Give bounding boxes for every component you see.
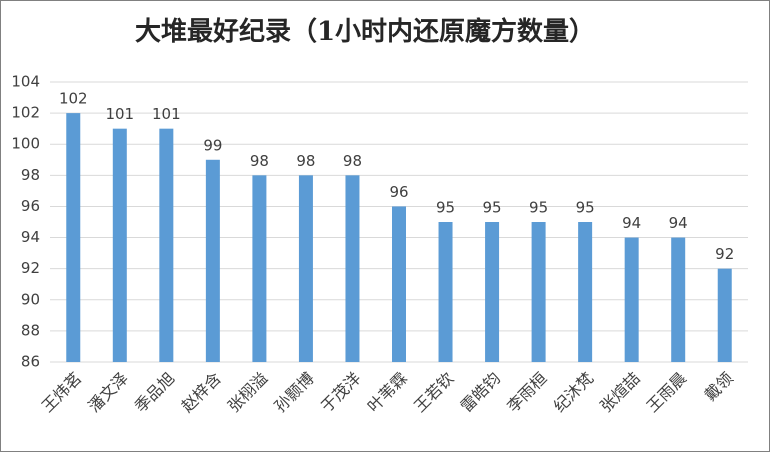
bar (66, 113, 81, 362)
bar (717, 268, 732, 362)
bar (578, 222, 593, 362)
data-label: 102 (59, 90, 88, 108)
y-tick-label: 98 (21, 166, 40, 184)
bar (298, 175, 313, 362)
bar (531, 222, 546, 362)
bar (485, 222, 500, 362)
bar (112, 128, 127, 362)
data-label: 92 (715, 245, 734, 263)
data-label: 95 (529, 199, 548, 217)
bar (252, 175, 267, 362)
bar (159, 128, 174, 362)
y-tick-label: 90 (21, 290, 40, 308)
bar (438, 222, 453, 362)
bar (624, 237, 639, 362)
data-label: 98 (250, 152, 269, 170)
y-tick-label: 96 (21, 197, 40, 215)
y-tick-label: 94 (21, 228, 40, 246)
data-label: 95 (483, 199, 502, 217)
y-tick-label: 92 (21, 259, 40, 277)
data-label: 99 (203, 136, 222, 154)
bar (392, 206, 406, 362)
data-label: 94 (622, 214, 641, 232)
data-label: 101 (105, 105, 134, 123)
data-label: 95 (576, 199, 595, 217)
y-tick-label: 104 (11, 73, 40, 91)
y-tick-label: 88 (21, 321, 40, 339)
bar (671, 237, 686, 362)
y-tick-label: 102 (11, 104, 40, 122)
data-label: 98 (296, 152, 315, 170)
bar (345, 175, 360, 362)
chart-title: 大堆最好纪录（1小时内还原魔方数量） (135, 16, 595, 47)
data-label: 98 (343, 152, 362, 170)
data-label: 94 (669, 214, 688, 232)
bar (205, 159, 220, 362)
data-label: 95 (436, 199, 455, 217)
data-label: 101 (152, 105, 181, 123)
y-tick-label: 86 (21, 353, 40, 371)
data-label: 96 (389, 183, 408, 201)
y-tick-label: 100 (11, 135, 40, 153)
